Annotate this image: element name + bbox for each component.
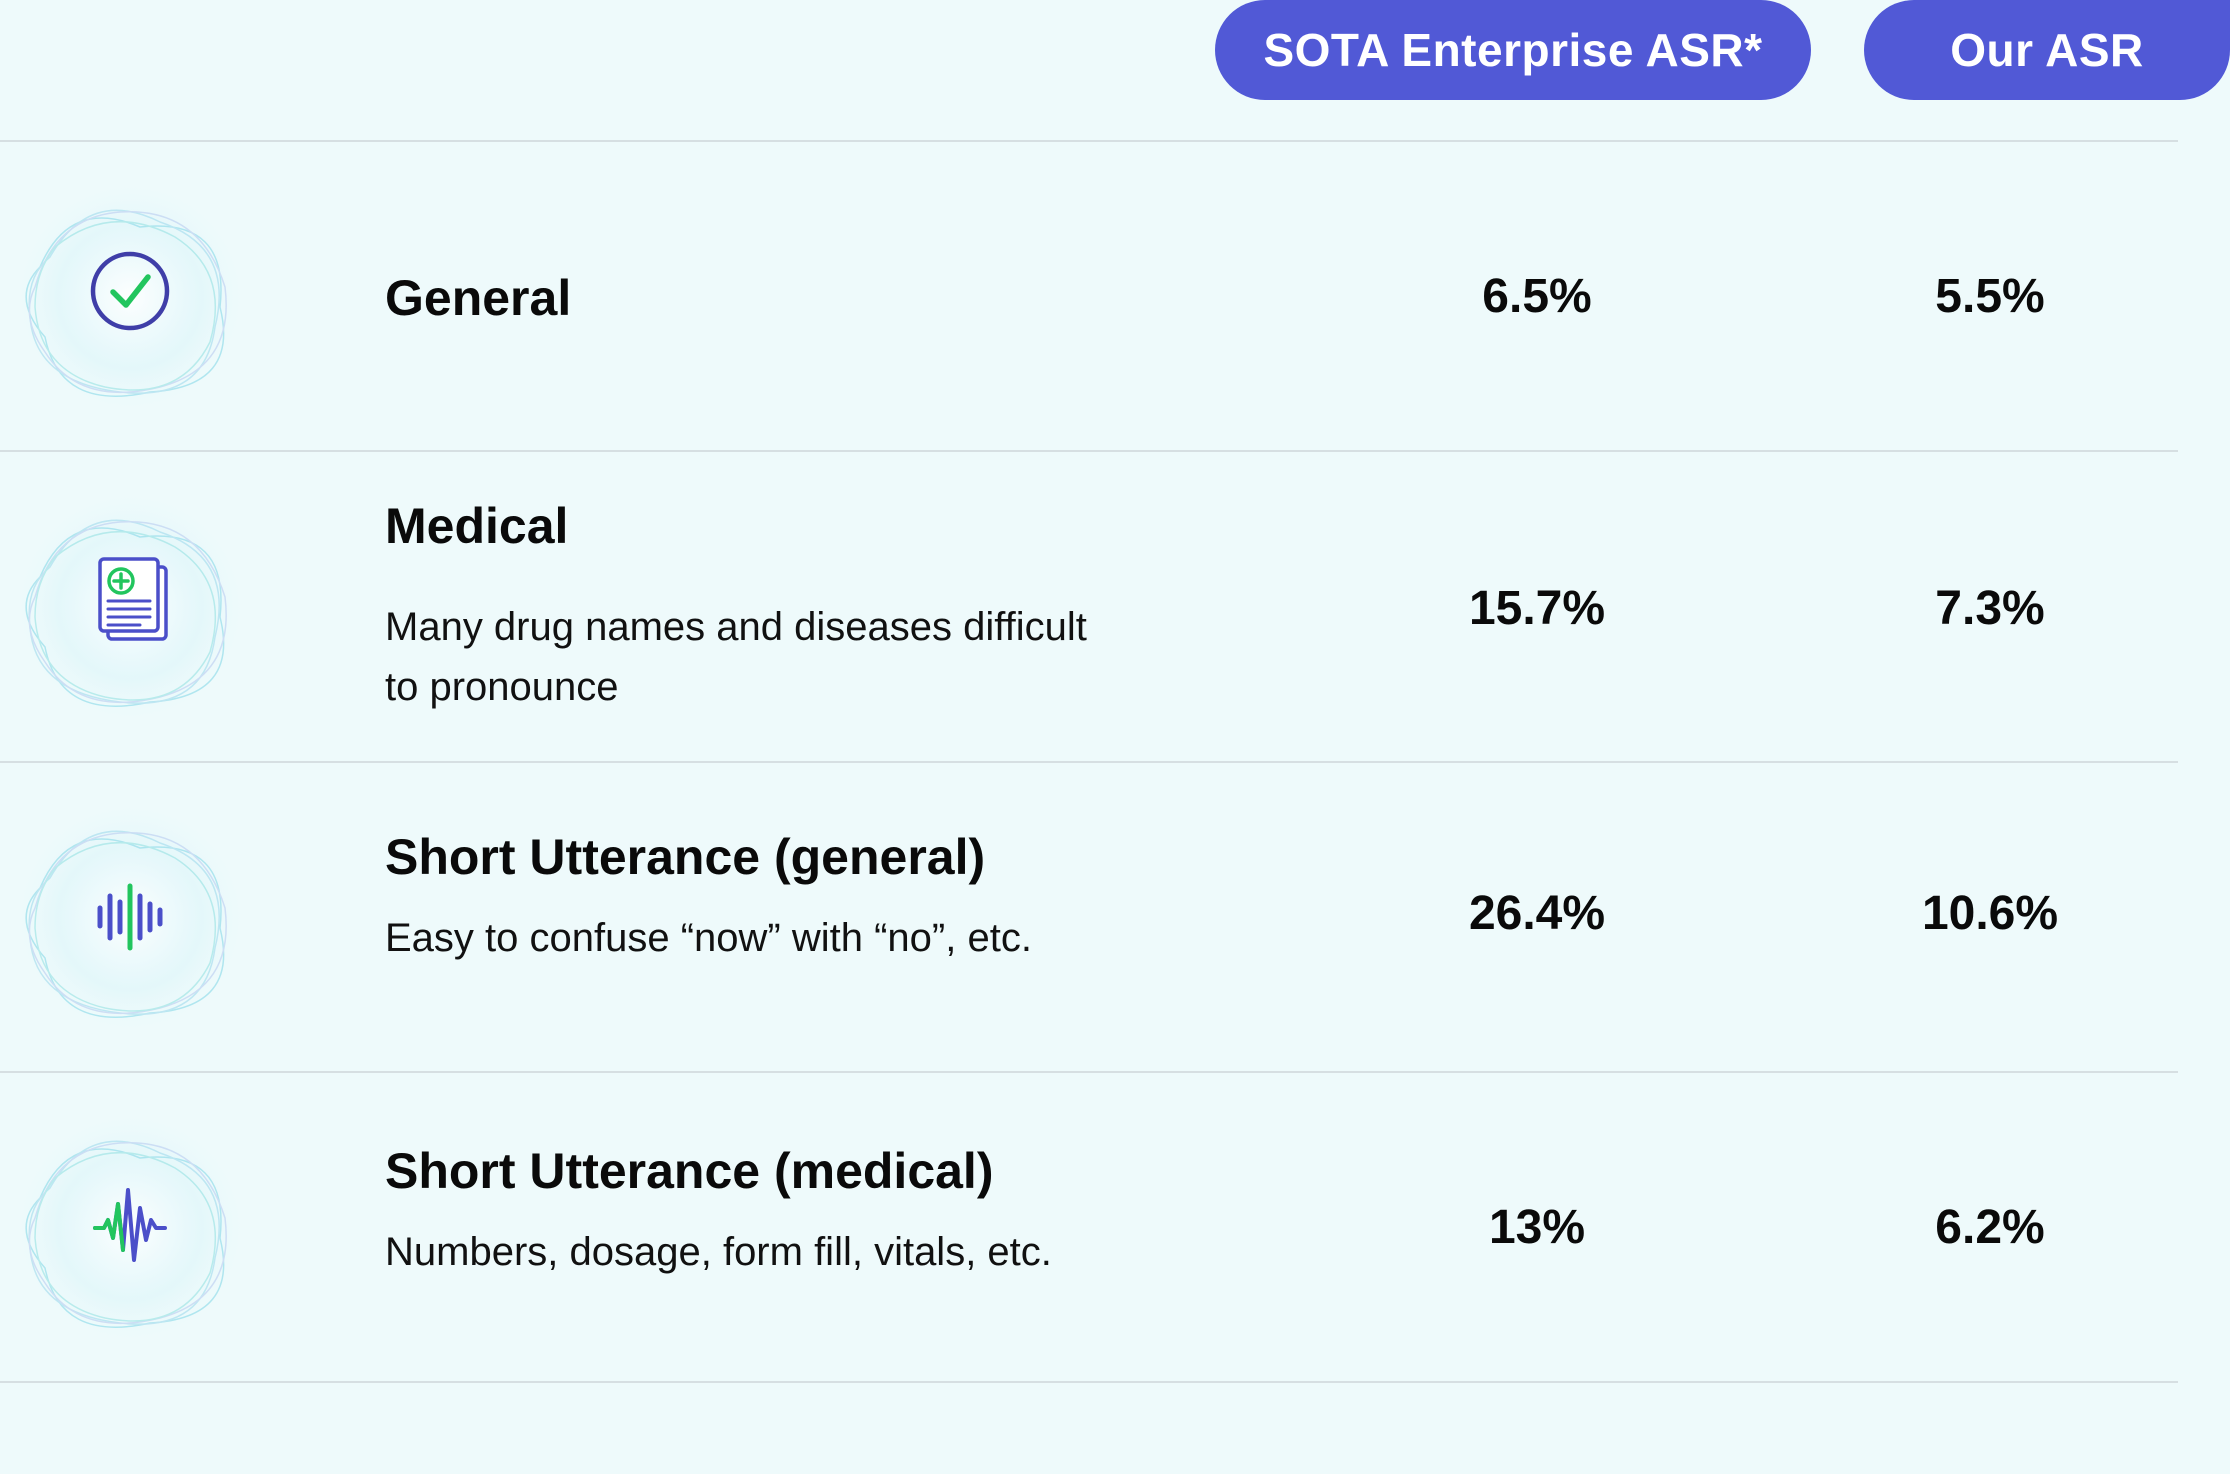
row-divider bbox=[0, 140, 2178, 142]
row-description: Many drug names and diseases difficult t… bbox=[385, 605, 1087, 709]
row-divider bbox=[0, 761, 2178, 763]
value-ours: 10.6% bbox=[1921, 887, 2059, 940]
column-header-sota: SOTA Enterprise ASR* bbox=[1215, 0, 1811, 100]
row-title: Short Utterance (general) bbox=[385, 829, 986, 885]
value-sota: 26.4% bbox=[1468, 887, 1606, 940]
value-ours: 7.3% bbox=[1935, 582, 2045, 635]
value-sota: 15.7% bbox=[1468, 582, 1606, 635]
row-title: Medical bbox=[385, 498, 569, 554]
table-row-short-utterance-medical: Short Utterance (medical) Numbers, dosag… bbox=[0, 1072, 2178, 1382]
value-ours: 6.2% bbox=[1935, 1201, 2045, 1254]
row-description: Easy to confuse “now” with “no”, etc. bbox=[385, 916, 1032, 960]
row-divider bbox=[0, 450, 2178, 452]
value-sota: 6.5% bbox=[1482, 270, 1592, 323]
value-sota: 13% bbox=[1488, 1201, 1586, 1254]
row-description: Numbers, dosage, form fill, vitals, etc. bbox=[385, 1230, 1052, 1274]
sound-wave-icon bbox=[0, 798, 260, 1038]
value-ours: 5.5% bbox=[1935, 270, 2045, 323]
table-row-general: General 6.5% 5.5% bbox=[0, 141, 2178, 451]
row-title: Short Utterance (medical) bbox=[385, 1143, 994, 1199]
row-divider bbox=[0, 1071, 2178, 1073]
table-row-medical: Medical Many drug names and diseases dif… bbox=[0, 451, 2178, 761]
row-title: General bbox=[385, 270, 572, 326]
check-circle-icon bbox=[0, 177, 260, 417]
row-divider bbox=[0, 1381, 2178, 1383]
table-row-short-utterance-general: Short Utterance (general) Easy to confus… bbox=[0, 762, 2178, 1072]
heartbeat-wave-icon bbox=[0, 1108, 260, 1348]
medical-document-icon bbox=[0, 487, 260, 727]
column-header-ours: Our ASR bbox=[1864, 0, 2230, 100]
